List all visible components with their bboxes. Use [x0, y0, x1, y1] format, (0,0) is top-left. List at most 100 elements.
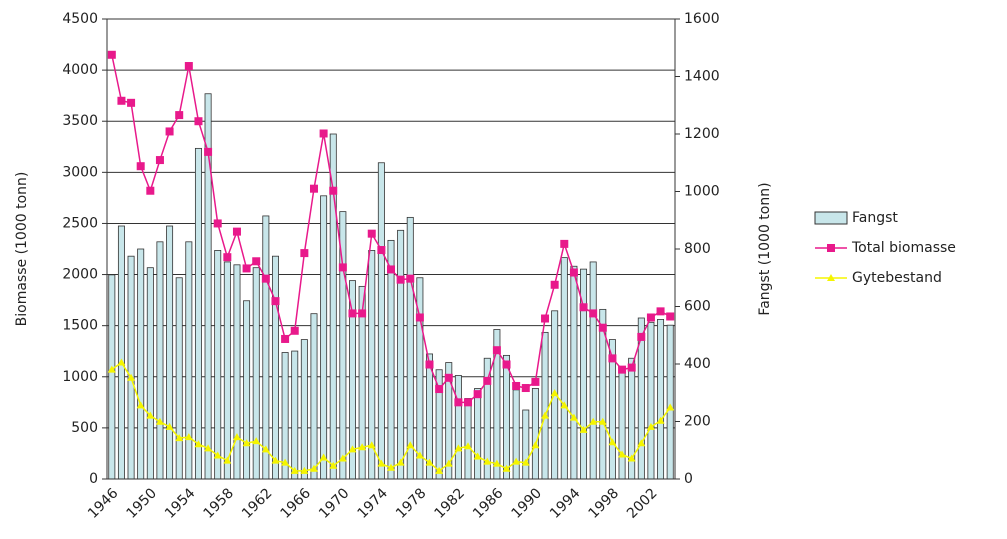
- marker: [358, 309, 367, 318]
- marker: [309, 184, 318, 193]
- x-tick-label: 1954: [162, 485, 199, 522]
- bar: [137, 248, 145, 480]
- marker: [194, 117, 203, 126]
- marker: [637, 332, 646, 341]
- bar: [291, 350, 299, 480]
- x-tick-label: 1998: [586, 485, 623, 522]
- y-tick-label: 4500: [62, 11, 98, 27]
- marker: [117, 358, 126, 366]
- marker: [117, 96, 126, 105]
- y-tick-label: 0: [89, 471, 98, 487]
- marker: [550, 389, 559, 397]
- x-tick-label: 1974: [355, 485, 392, 522]
- marker: [435, 466, 444, 474]
- marker: [136, 162, 145, 171]
- bar: [377, 162, 385, 480]
- marker: [348, 445, 357, 453]
- marker: [387, 463, 395, 471]
- marker: [204, 444, 213, 452]
- bar: [194, 147, 202, 480]
- marker: [107, 365, 116, 373]
- legend-swatch: [814, 211, 848, 225]
- marker: [618, 365, 627, 374]
- bar: [146, 267, 154, 480]
- marker: [425, 458, 434, 466]
- marker: [425, 360, 434, 369]
- bar: [512, 389, 520, 480]
- marker: [127, 373, 136, 381]
- marker: [290, 326, 299, 335]
- marker: [165, 127, 174, 136]
- y2-tick-label: 1400: [684, 69, 720, 85]
- marker: [666, 312, 675, 321]
- bar: [387, 239, 395, 480]
- marker: [569, 413, 578, 421]
- marker: [367, 441, 376, 449]
- y-tick-label: 500: [71, 420, 98, 436]
- bar: [243, 300, 251, 480]
- bar: [300, 339, 308, 480]
- marker: [589, 417, 598, 425]
- marker: [107, 50, 116, 59]
- x-tick-label: 1994: [547, 485, 584, 522]
- marker: [435, 385, 444, 394]
- marker: [579, 303, 588, 312]
- marker: [252, 257, 261, 266]
- marker: [444, 459, 453, 467]
- marker: [271, 456, 280, 464]
- marker: [290, 466, 299, 474]
- legend-marker: [827, 274, 835, 281]
- x-tick-label: 1986: [470, 485, 507, 522]
- marker: [146, 186, 155, 195]
- marker: [492, 346, 501, 355]
- y2-tick-label: 1000: [684, 184, 720, 200]
- bar: [329, 133, 337, 480]
- bar: [108, 274, 116, 480]
- marker: [242, 439, 251, 447]
- marker: [531, 377, 540, 386]
- bar: [252, 267, 260, 480]
- y-tick-label: 3500: [62, 113, 98, 129]
- marker: [127, 98, 136, 107]
- y-tick-label: 4000: [62, 62, 98, 78]
- marker: [512, 457, 521, 465]
- x-tick-label: 1982: [432, 485, 469, 522]
- marker: [358, 443, 367, 451]
- x-tick-label: 1946: [85, 485, 122, 522]
- marker: [531, 441, 540, 449]
- marker: [281, 334, 290, 343]
- bar: [570, 265, 578, 480]
- marker: [618, 450, 627, 458]
- bar: [522, 409, 530, 480]
- marker: [232, 433, 241, 441]
- marker: [473, 452, 482, 460]
- marker: [300, 249, 309, 258]
- bar: [406, 216, 414, 480]
- marker: [329, 186, 338, 195]
- bar: [233, 264, 241, 480]
- marker: [300, 466, 309, 474]
- marker: [165, 422, 174, 430]
- bar: [271, 255, 279, 480]
- marker: [483, 376, 492, 385]
- bar: [464, 398, 472, 480]
- y-tick-label: 1000: [62, 369, 98, 385]
- y-axis-label: Biomasse (1000 tonn): [14, 172, 30, 327]
- marker: [271, 297, 280, 306]
- marker: [541, 411, 550, 419]
- bar: [647, 321, 655, 480]
- marker: [348, 309, 357, 318]
- y2-tick-label: 600: [684, 299, 711, 315]
- marker: [377, 459, 386, 467]
- marker: [146, 411, 155, 419]
- bar: [310, 313, 318, 480]
- marker: [223, 253, 232, 262]
- marker: [464, 442, 473, 450]
- bar: [117, 225, 125, 480]
- marker: [598, 323, 607, 332]
- marker: [464, 398, 473, 407]
- x-tick-label: 1958: [200, 485, 237, 522]
- bar: [503, 354, 511, 480]
- marker: [415, 313, 424, 322]
